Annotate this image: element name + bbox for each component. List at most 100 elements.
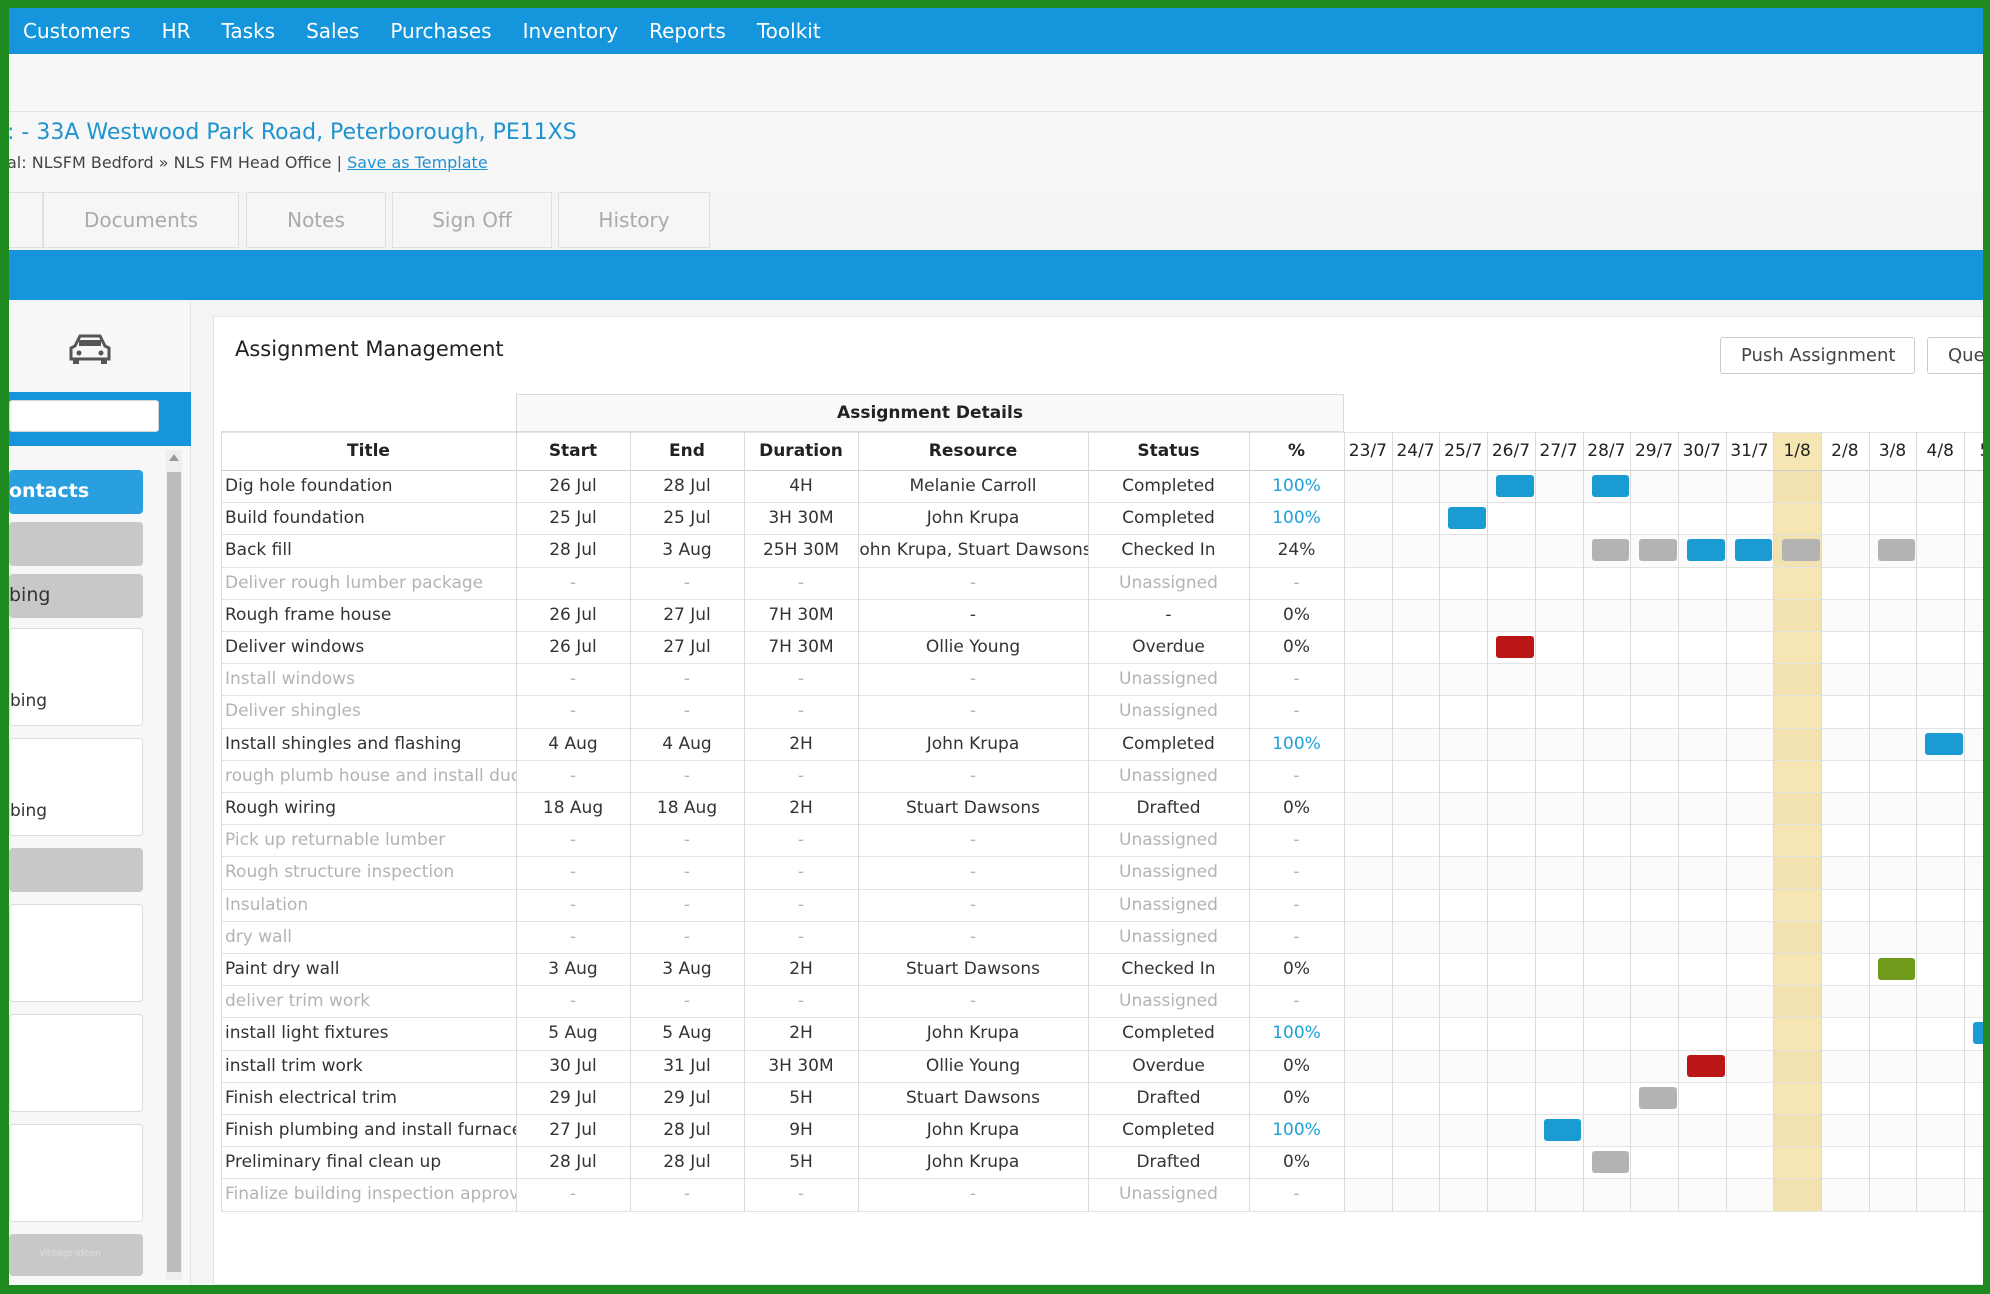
table-cell-title[interactable]: Install windows bbox=[225, 669, 355, 690]
table-cell-title[interactable]: Deliver shingles bbox=[225, 701, 361, 722]
gantt-bar[interactable] bbox=[1591, 1151, 1630, 1174]
save-as-template-link[interactable]: Save as Template bbox=[347, 153, 488, 172]
nav-item[interactable]: HR bbox=[161, 19, 191, 43]
nav-item[interactable]: Tasks bbox=[221, 19, 276, 43]
column-header-end[interactable]: End bbox=[669, 441, 705, 461]
gantt-bar[interactable] bbox=[1782, 539, 1820, 562]
gantt-bar[interactable] bbox=[1877, 539, 1916, 562]
gantt-bar[interactable] bbox=[1973, 1022, 1983, 1045]
table-cell-pct: - bbox=[1293, 830, 1300, 851]
gantt-bar[interactable] bbox=[1448, 507, 1487, 530]
table-cell-title[interactable]: dry wall bbox=[225, 926, 293, 947]
gantt-bar[interactable] bbox=[1734, 539, 1773, 562]
sidebar-item-section[interactable]: bing bbox=[9, 574, 143, 618]
table-cell-status: Overdue bbox=[1132, 1055, 1205, 1076]
table-cell-resource: Stuart Dawsons bbox=[905, 959, 1040, 980]
nav-item[interactable]: Purchases bbox=[390, 19, 492, 43]
tab-notes[interactable]: Notes bbox=[246, 192, 386, 248]
table-cell-title[interactable]: Pick up returnable lumber bbox=[225, 830, 446, 851]
sidebar-footer-button[interactable]: Vintage Ideen bbox=[9, 1234, 143, 1276]
sidebar-item-gray-1[interactable] bbox=[9, 522, 143, 566]
gantt-bar[interactable] bbox=[1543, 1119, 1582, 1141]
table-cell-start: - bbox=[569, 701, 577, 722]
gantt-bar[interactable] bbox=[1639, 539, 1677, 562]
sidebar-card-1[interactable]: bing bbox=[9, 628, 143, 726]
table-cell-start: 27 Jul bbox=[549, 1120, 597, 1141]
date-header: 30/7 bbox=[1682, 441, 1721, 461]
scrollbar-thumb[interactable] bbox=[167, 472, 181, 1272]
grid-line bbox=[221, 566, 1983, 568]
sidebar-card-3[interactable] bbox=[9, 904, 143, 1002]
tab-sign-off[interactable]: Sign Off bbox=[392, 192, 552, 248]
table-cell-title[interactable]: Insulation bbox=[225, 894, 309, 915]
gantt-bar[interactable] bbox=[1686, 1054, 1725, 1077]
table-cell-title[interactable]: Dig hole foundation bbox=[225, 476, 393, 497]
nav-item[interactable]: Inventory bbox=[522, 19, 619, 43]
queue-button[interactable]: Que bbox=[1927, 337, 1983, 374]
table-cell-title[interactable]: Install shingles and flashing bbox=[225, 733, 462, 754]
gantt-bar[interactable] bbox=[1686, 539, 1725, 562]
table-cell-end: 27 Jul bbox=[663, 637, 711, 658]
table-cell-status: Drafted bbox=[1136, 1087, 1201, 1108]
table-cell-title[interactable]: Deliver windows bbox=[225, 637, 365, 658]
tab-history[interactable]: History bbox=[558, 192, 710, 248]
table-cell-title[interactable]: Rough structure inspection bbox=[225, 862, 455, 883]
gantt-bar[interactable] bbox=[1877, 958, 1916, 980]
sidebar-scrollbar[interactable] bbox=[166, 450, 182, 1280]
nav-item[interactable]: Sales bbox=[306, 19, 360, 43]
table-cell-title[interactable]: Preliminary final clean up bbox=[225, 1152, 442, 1173]
table-cell-title[interactable]: Rough wiring bbox=[225, 798, 337, 819]
column-header-status[interactable]: Status bbox=[1137, 441, 1200, 461]
table-cell-title[interactable]: rough plumb house and install duct bbox=[225, 765, 516, 786]
table-cell-title[interactable]: Finalize building inspection approva bbox=[225, 1184, 516, 1205]
table-cell-end: 18 Aug bbox=[656, 798, 718, 819]
tab-hidden[interactable] bbox=[9, 192, 43, 248]
table-cell-start: 28 Jul bbox=[549, 1152, 597, 1173]
grid-line bbox=[221, 631, 1983, 632]
table-cell-start: - bbox=[569, 991, 577, 1012]
table-cell-status: Completed bbox=[1122, 1120, 1215, 1141]
sidebar-card-5[interactable] bbox=[9, 1124, 143, 1222]
title-header-spacer bbox=[221, 394, 516, 432]
sidebar-item-contacts[interactable]: ontacts bbox=[9, 470, 143, 514]
gantt-bar[interactable] bbox=[1639, 1086, 1677, 1109]
table-cell-title[interactable]: install trim work bbox=[225, 1055, 363, 1076]
gantt-bar[interactable] bbox=[1591, 539, 1630, 562]
table-cell-start: - bbox=[569, 926, 577, 947]
column-header-resource[interactable]: Resource bbox=[928, 441, 1018, 461]
table-cell-title[interactable]: install light fixtures bbox=[225, 1023, 389, 1044]
column-header-title[interactable]: Title bbox=[347, 441, 390, 461]
table-cell-pct: - bbox=[1293, 894, 1300, 915]
grid-line bbox=[1088, 432, 1089, 1211]
table-cell-title[interactable]: Back fill bbox=[225, 540, 292, 561]
grid-line bbox=[1964, 432, 1966, 1211]
nav-item[interactable]: Toolkit bbox=[756, 19, 821, 43]
column-header-duration[interactable]: Duration bbox=[759, 441, 843, 461]
table-cell-title[interactable]: Build foundation bbox=[225, 508, 365, 529]
car-icon[interactable] bbox=[67, 332, 113, 366]
sidebar-search-input[interactable] bbox=[9, 400, 159, 432]
scroll-up-icon[interactable] bbox=[169, 454, 179, 461]
gantt-bar[interactable] bbox=[1496, 475, 1534, 497]
table-cell-duration: 9H bbox=[789, 1120, 813, 1141]
push-assignment-button[interactable]: Push Assignment bbox=[1720, 337, 1915, 374]
table-cell-title[interactable]: Finish electrical trim bbox=[225, 1087, 397, 1108]
sidebar-card-4[interactable] bbox=[9, 1014, 143, 1112]
nav-item[interactable]: Customers bbox=[23, 19, 131, 43]
gantt-bar[interactable] bbox=[1591, 475, 1630, 497]
table-cell-title[interactable]: deliver trim work bbox=[225, 991, 371, 1012]
tab-documents[interactable]: Documents bbox=[43, 192, 239, 248]
table-cell-title[interactable]: Finish plumbing and install furnace bbox=[225, 1120, 516, 1141]
table-cell-title[interactable]: Paint dry wall bbox=[225, 959, 340, 980]
sidebar-item-gray-2[interactable] bbox=[9, 848, 143, 892]
gantt-bar[interactable] bbox=[1496, 636, 1534, 658]
gantt-bar[interactable] bbox=[1925, 732, 1964, 755]
table-cell-title[interactable]: Rough frame house bbox=[225, 604, 392, 625]
date-header: 3/8 bbox=[1878, 441, 1907, 461]
column-header-start[interactable]: Start bbox=[548, 441, 598, 461]
table-cell-start: 4 Aug bbox=[548, 733, 598, 754]
sidebar-card-2[interactable]: bing bbox=[9, 738, 143, 836]
column-header-pct[interactable]: % bbox=[1287, 441, 1306, 461]
nav-item[interactable]: Reports bbox=[649, 19, 726, 43]
table-cell-title[interactable]: Deliver rough lumber package bbox=[225, 572, 484, 593]
